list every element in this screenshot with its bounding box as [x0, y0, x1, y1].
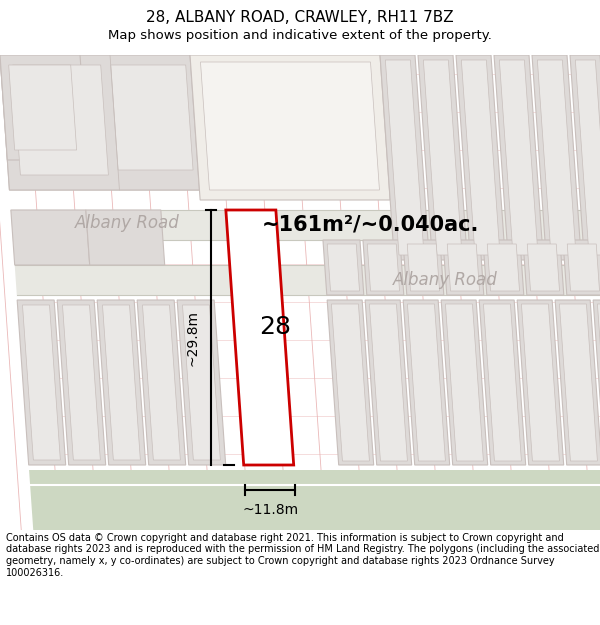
Polygon shape	[327, 300, 374, 465]
Polygon shape	[407, 244, 440, 291]
Polygon shape	[86, 210, 164, 265]
Polygon shape	[570, 55, 600, 260]
Polygon shape	[23, 305, 61, 460]
Polygon shape	[494, 55, 544, 260]
Polygon shape	[559, 304, 598, 461]
Polygon shape	[15, 265, 600, 295]
Polygon shape	[461, 60, 500, 255]
Polygon shape	[11, 210, 90, 265]
Text: 28, ALBANY ROAD, CRAWLEY, RH11 7BZ: 28, ALBANY ROAD, CRAWLEY, RH11 7BZ	[146, 11, 454, 26]
Polygon shape	[575, 60, 600, 255]
Polygon shape	[380, 55, 430, 260]
Text: Albany Road: Albany Road	[394, 271, 498, 289]
Polygon shape	[0, 55, 199, 190]
Polygon shape	[598, 304, 600, 461]
Polygon shape	[177, 300, 226, 465]
Polygon shape	[331, 304, 370, 461]
Polygon shape	[441, 300, 488, 465]
Polygon shape	[483, 240, 524, 295]
Polygon shape	[8, 65, 77, 150]
Polygon shape	[385, 60, 424, 255]
Polygon shape	[555, 300, 600, 465]
Polygon shape	[182, 305, 220, 460]
Polygon shape	[11, 210, 600, 240]
Polygon shape	[323, 240, 364, 295]
Polygon shape	[499, 60, 538, 255]
Polygon shape	[363, 240, 404, 295]
Polygon shape	[403, 240, 444, 295]
Text: Albany Road: Albany Road	[74, 214, 179, 232]
Text: Contains OS data © Crown copyright and database right 2021. This information is : Contains OS data © Crown copyright and d…	[6, 533, 599, 578]
Polygon shape	[370, 304, 407, 461]
Polygon shape	[487, 244, 520, 291]
Polygon shape	[365, 300, 412, 465]
Polygon shape	[57, 300, 106, 465]
Polygon shape	[484, 304, 521, 461]
Polygon shape	[29, 470, 600, 530]
Polygon shape	[445, 304, 484, 461]
Polygon shape	[200, 62, 379, 190]
Polygon shape	[137, 300, 186, 465]
Polygon shape	[527, 244, 560, 291]
Polygon shape	[190, 55, 390, 200]
Polygon shape	[523, 240, 564, 295]
Polygon shape	[447, 244, 479, 291]
Text: 28: 28	[259, 316, 291, 339]
Polygon shape	[143, 305, 181, 460]
Polygon shape	[407, 304, 445, 461]
Polygon shape	[424, 60, 462, 255]
Polygon shape	[111, 65, 193, 170]
Polygon shape	[456, 55, 505, 260]
Polygon shape	[13, 65, 109, 175]
Polygon shape	[17, 300, 66, 465]
Polygon shape	[226, 210, 294, 465]
Text: Map shows position and indicative extent of the property.: Map shows position and indicative extent…	[108, 29, 492, 42]
Polygon shape	[521, 304, 559, 461]
Polygon shape	[443, 240, 484, 295]
Text: ~29.8m: ~29.8m	[186, 309, 200, 366]
Text: ~11.8m: ~11.8m	[242, 503, 299, 517]
Polygon shape	[327, 244, 359, 291]
Polygon shape	[479, 300, 526, 465]
Polygon shape	[0, 55, 88, 160]
Polygon shape	[403, 300, 450, 465]
Polygon shape	[567, 244, 599, 291]
Polygon shape	[97, 300, 146, 465]
Polygon shape	[62, 305, 100, 460]
Text: ~161m²/~0.040ac.: ~161m²/~0.040ac.	[262, 215, 479, 235]
Polygon shape	[0, 55, 199, 190]
Polygon shape	[538, 60, 576, 255]
Polygon shape	[532, 55, 581, 260]
Polygon shape	[593, 300, 600, 465]
Polygon shape	[103, 305, 140, 460]
Polygon shape	[517, 300, 564, 465]
Polygon shape	[563, 240, 600, 295]
Polygon shape	[418, 55, 467, 260]
Polygon shape	[367, 244, 400, 291]
